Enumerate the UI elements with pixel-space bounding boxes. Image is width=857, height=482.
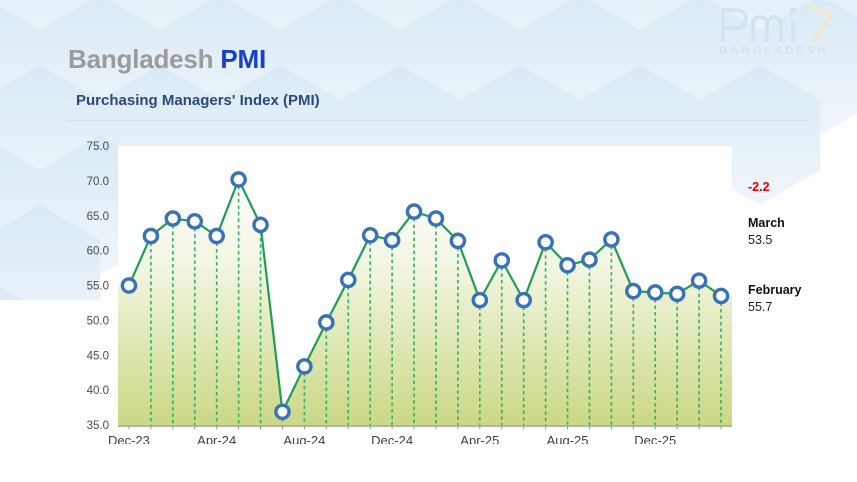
series-line <box>127 178 723 413</box>
previous-month-value: 55.7 <box>748 300 773 314</box>
data-point: Sep-25: 58.7 <box>581 251 598 268</box>
data-point: Jul-25: 61.2 <box>537 233 554 251</box>
data-point: Aug-24: 43.4 <box>296 358 313 375</box>
data-point: Apr-24: 62.1 <box>208 227 225 245</box>
previous-month-label: February <box>748 283 802 297</box>
data-point: Jan-24: 62.1 <box>142 227 160 245</box>
data-point: Apr-25: 52.9 <box>471 291 489 309</box>
panel-spacer <box>748 247 852 283</box>
y-axis-tick: 40.0 <box>87 385 109 397</box>
x-axis-tick: Apr-24 <box>197 433 236 444</box>
data-point: Dec-23: 55 <box>120 277 138 294</box>
data-point: Jan-26: 53.8 <box>668 285 686 303</box>
data-point: Nov-25: 54.2 <box>625 282 642 300</box>
data-point: Oct-24: 55.8 <box>339 271 357 289</box>
data-point: Feb-26: 55.7 <box>690 272 708 289</box>
y-axis-tick: 45.0 <box>87 350 109 362</box>
data-point: Feb-25: 64.6 <box>427 210 445 227</box>
data-point: Sep-24: 49.7 <box>318 314 335 331</box>
pmi-bangladesh-logo: BANGLADESH <box>709 2 839 58</box>
y-axis-tick: 35.0 <box>87 420 109 432</box>
data-point: Jan-25: 65.6 <box>405 203 423 220</box>
area-fill <box>118 179 732 425</box>
logo-wordmark: BANGLADESH <box>719 45 829 57</box>
x-axis-tick: Aug-25 <box>547 433 589 444</box>
data-point: Nov-24: 62.2 <box>361 226 379 244</box>
data-point: Mar-24: 64.2 <box>186 213 204 230</box>
data-point: Dec-25: 54 <box>646 284 664 301</box>
data-point: Mar-26: 53.5 <box>712 287 730 305</box>
page-title-prefix: Bangladesh <box>68 44 214 74</box>
x-axis-tick: Apr-25 <box>460 433 499 444</box>
y-axis-tick: 65.0 <box>87 211 109 223</box>
data-point: Dec-24: 61.5 <box>383 231 401 249</box>
data-point: Jun-25: 52.9 <box>515 291 532 309</box>
y-axis-tick: 60.0 <box>87 246 109 258</box>
x-axis-tick: Dec-25 <box>634 433 676 444</box>
y-axis-tick: 55.0 <box>87 281 109 293</box>
page-title: Bangladesh PMI <box>68 44 266 75</box>
data-point: Oct-25: 61.6 <box>603 231 620 248</box>
data-point: Feb-24: 64.6 <box>164 210 182 227</box>
y-axis-tick-labels: 35.0 40.0 45.0 50.0 55.0 60.0 65.0 70.0 75.0 <box>87 141 109 432</box>
x-axis-tick: Aug-24 <box>283 433 325 444</box>
subtitle-divider <box>68 120 808 121</box>
x-axis-line <box>118 425 732 430</box>
x-axis-tick: Dec-23 <box>108 433 150 444</box>
y-axis-tick: 70.0 <box>87 176 109 188</box>
data-point: May-25: 58.6 <box>493 252 511 269</box>
current-month-value: 53.5 <box>748 233 773 247</box>
data-point-markers: Dec-23: 55 Jan-24: 62.1Feb-24: 64.6Mar-24… <box>120 171 730 421</box>
x-axis-tick-labels: Dec-23 Apr-24 Aug-24 Dec-24 Apr-25 Aug-25 Dec-… <box>108 433 676 444</box>
summary-panel: -2.2 March 53.5 February 55.7 <box>748 180 852 314</box>
data-point: Jun-24: 63.7 <box>252 216 269 234</box>
delta-value: -2.2 <box>748 180 770 194</box>
y-axis-tick: 75.0 <box>87 141 109 153</box>
page-title-accent: PMI <box>220 44 267 74</box>
current-month-label: March <box>748 216 785 230</box>
pmi-line-chart: Dec-23: 55 Jan-24: 62.1Feb-24: 64.6Mar-24… <box>60 134 750 444</box>
chart-subtitle: Purchasing Managers' Index (PMI) <box>76 92 320 109</box>
x-axis-tick: Dec-24 <box>371 433 413 444</box>
data-point: Jul-24: 36.9 <box>274 403 291 421</box>
data-point: Mar-25: 61.4 <box>449 232 467 250</box>
y-axis-tick: 50.0 <box>87 315 109 327</box>
data-point: May-24: 70.2 <box>230 171 247 188</box>
drop-lines <box>150 179 722 425</box>
data-point: Aug-25: 57.9 <box>559 256 576 274</box>
